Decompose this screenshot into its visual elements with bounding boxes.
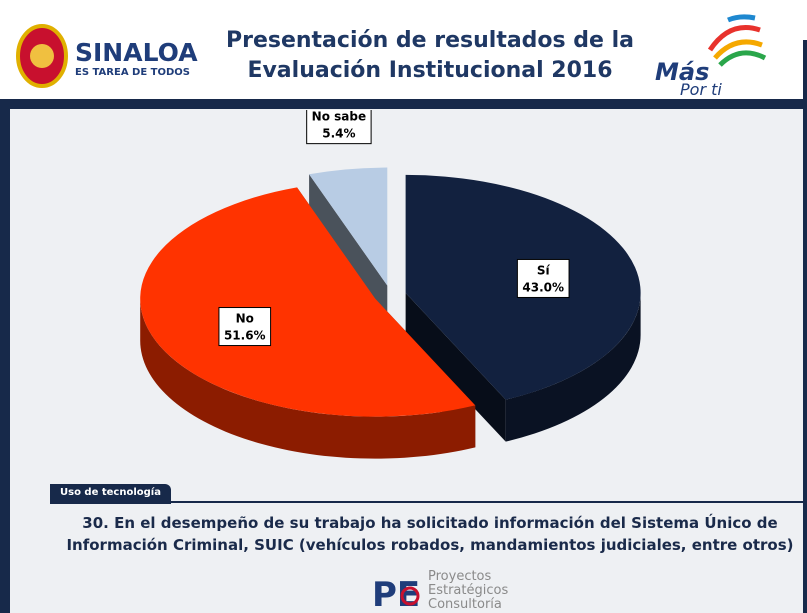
footer-line: Consultoría: [428, 597, 502, 612]
header-band: [0, 99, 807, 109]
left-border: [0, 99, 10, 613]
section-tag: Uso de tecnología: [50, 484, 171, 504]
label-category: No: [236, 312, 254, 326]
label-category: No sabe: [312, 110, 366, 124]
slice-wall: [405, 292, 506, 442]
right-border: [803, 40, 807, 613]
title: Presentación de resultados de la Evaluac…: [225, 28, 635, 83]
labels: Sí 43.0% No 51.6% No sabe 5.4%: [218, 110, 570, 347]
label-value: 5.4%: [322, 127, 355, 141]
footer-line: Estratégicos: [428, 583, 509, 598]
label-box: [306, 110, 372, 145]
label-value: 43.0%: [522, 280, 564, 294]
logo-art: [707, 14, 767, 67]
label-box: [218, 307, 272, 347]
header: SINALOA ES TAREA DE TODOS Presentación d…: [0, 0, 807, 99]
label-box: [516, 258, 570, 298]
slogan: ES TAREA DE TODOS: [75, 67, 190, 78]
crest: [16, 24, 68, 88]
question: 30. En el desempeño de su trabajo ha sol…: [66, 514, 794, 554]
slice-side: [140, 298, 476, 459]
data-label: No 51.6%: [218, 307, 272, 347]
logo-subtext: Por ti: [680, 80, 722, 99]
label-category: Sí: [537, 263, 551, 277]
slice-side: [505, 292, 641, 442]
footer-logo: PE: [372, 575, 420, 613]
svg-text:PE: PE: [372, 575, 420, 613]
section-line: [50, 501, 803, 503]
chart: Sí 43.0% No 51.6% No sabe 5.4%: [140, 110, 641, 459]
footer-line: Proyectos: [428, 569, 492, 584]
slice: [140, 187, 476, 417]
slice: [309, 167, 388, 286]
logo-text: Más: [655, 58, 710, 86]
label-value: 51.6%: [224, 329, 266, 343]
data-label: Sí 43.0%: [516, 258, 570, 298]
data-label: No sabe 5.4%: [306, 110, 372, 145]
brand: SINALOA: [75, 38, 198, 67]
